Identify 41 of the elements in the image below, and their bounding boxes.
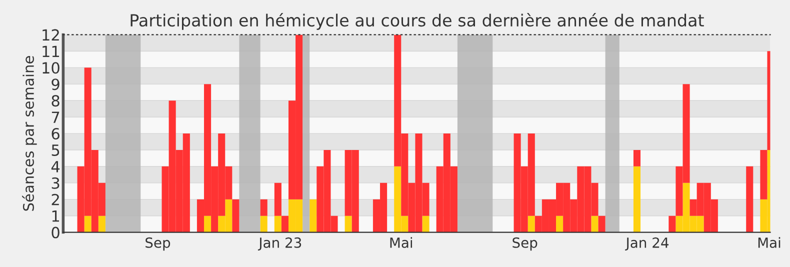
bar: [260, 199, 268, 216]
x-tick-label: Jan 23: [258, 237, 302, 250]
x-tick-label: Mai: [758, 237, 780, 248]
bar: [633, 150, 641, 166]
bar: [310, 199, 317, 232]
y-tick-label: 3: [52, 177, 60, 189]
bar: [84, 216, 92, 232]
y-tick-label: 9: [52, 78, 60, 90]
bar: [232, 199, 240, 232]
y-tick-label: 0: [52, 226, 60, 238]
bar: [281, 216, 288, 232]
bar: [274, 216, 282, 232]
bar: [598, 216, 606, 232]
bar: [344, 216, 352, 232]
bar: [422, 216, 430, 232]
x-tick-label: Mai: [390, 237, 412, 248]
y-tick-label: 12: [42, 29, 59, 41]
bar: [556, 216, 564, 232]
bar: [204, 216, 212, 232]
bar: [528, 216, 535, 232]
bar: [98, 216, 106, 232]
y-tick-label: 7: [52, 112, 60, 123]
y-tick-label: 2: [52, 194, 59, 206]
x-tick-label: Jan 24: [625, 237, 669, 250]
bar: [274, 182, 282, 216]
x-tick-label: Sep: [146, 237, 170, 251]
y-tick-label: 5: [52, 144, 60, 156]
bar: [260, 216, 268, 232]
x-tick-label: Sep: [512, 237, 538, 251]
y-tick-label: 1: [52, 210, 60, 222]
y-tick-label: 6: [52, 128, 60, 140]
chart-title: Participation en hémicycle au cours de sa dernière année de mandat: [130, 13, 704, 30]
bar: [668, 216, 676, 232]
bar: [591, 216, 598, 232]
y-tick-label: 11: [42, 46, 60, 57]
y-tick-label: 8: [52, 95, 60, 107]
y-tick-label: 4: [51, 161, 60, 172]
y-tick-label: 10: [42, 62, 60, 74]
bar: [633, 166, 641, 232]
y-axis-title: Séances par semaine: [22, 56, 37, 211]
bar: [746, 166, 754, 232]
